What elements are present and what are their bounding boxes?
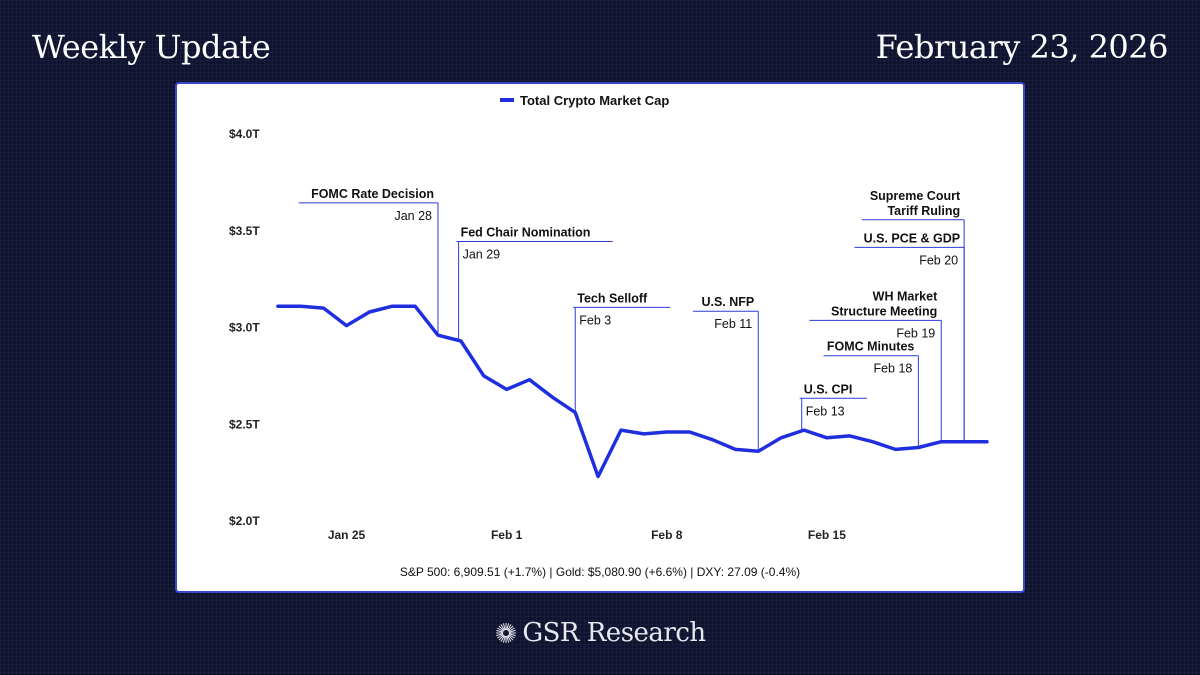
annotation-label: Tariff Ruling [887, 204, 960, 218]
annotation-label: U.S. CPI [804, 382, 853, 396]
sunburst-icon [494, 621, 518, 652]
logo-ray [508, 625, 514, 632]
logo-ray [508, 634, 514, 641]
annotation-date: Feb 3 [579, 313, 611, 327]
annotation-label: Supreme Court [870, 189, 961, 203]
logo-ray [509, 633, 517, 637]
market-stats-footer: S&P 500: 6,909.51 (+1.7%) | Gold: $5,080… [399, 565, 801, 579]
market-cap-chart: Total Crypto Market Cap $4.0T $3.5T $3.0T $2… [229, 93, 989, 542]
page-title: Weekly Update [32, 28, 271, 66]
logo-ray [496, 633, 504, 637]
logo-ray [496, 629, 504, 633]
logo-ray [500, 635, 506, 642]
annotation-label: U.S. PCE & GDP [864, 231, 961, 245]
annotation-date: Feb 19 [896, 326, 935, 340]
y-tick-label: $4.0T [229, 127, 260, 141]
brand-name: GSR Research [522, 618, 706, 648]
logo-ray [500, 624, 506, 631]
annotation-date: Jan 28 [394, 209, 432, 223]
y-tick-label: $2.0T [229, 514, 260, 528]
y-tick-label: $2.5T [229, 417, 260, 431]
series-line [276, 304, 989, 479]
logo-ray [506, 623, 510, 631]
legend-label: Total Crypto Market Cap [520, 93, 669, 108]
annotation-label: U.S. NFP [701, 295, 754, 309]
annotation-date: Feb 11 [714, 317, 752, 331]
logo-ray [507, 624, 512, 631]
annotation-date: Feb 20 [919, 253, 958, 267]
annotation-date: Jan 29 [463, 248, 501, 262]
annotation-label: FOMC Rate Decision [311, 187, 434, 201]
annotation-label: FOMC Minutes [827, 340, 915, 354]
logo-ray [506, 635, 510, 643]
legend-swatch [500, 98, 514, 102]
annotation-date: Feb 13 [806, 404, 845, 418]
logo-ray [508, 634, 516, 639]
logo-ray [507, 635, 512, 642]
annotation-label: Tech Selloff [577, 291, 648, 305]
y-tick-label: $3.5T [229, 224, 260, 238]
x-tick-label: Feb 8 [651, 528, 683, 542]
logo-ray [503, 623, 507, 631]
logo-ray [497, 627, 504, 632]
page-date: February 23, 2026 [875, 28, 1169, 66]
annotation-date: Feb 18 [873, 362, 912, 376]
logo-ray [508, 627, 516, 632]
x-tick-label: Jan 25 [328, 528, 366, 542]
x-tick-label: Feb 1 [491, 528, 523, 542]
brand: GSR Research [0, 618, 1200, 652]
chart-card: Total Crypto Market Cap $4.0T $3.5T $3.0T $2… [175, 82, 1025, 593]
logo-ray [498, 625, 505, 632]
logo-ray [503, 635, 507, 643]
annotation-label: WH Market [873, 289, 938, 303]
annotation-label: Structure Meeting [831, 304, 937, 318]
annotation-label: Fed Chair Nomination [461, 226, 591, 240]
x-tick-label: Feb 15 [808, 528, 846, 542]
logo-ray [497, 634, 504, 639]
y-tick-label: $3.0T [229, 321, 260, 335]
logo-ray [509, 629, 517, 633]
logo-ray [498, 634, 505, 641]
